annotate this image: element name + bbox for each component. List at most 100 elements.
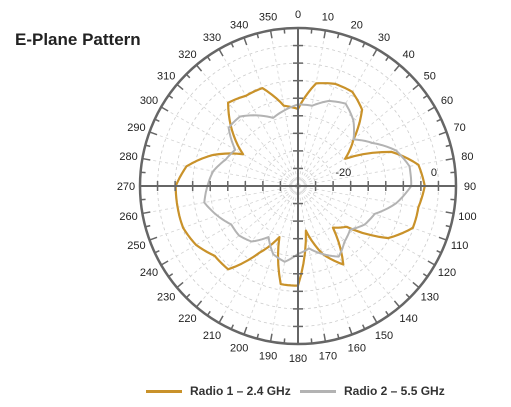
angle-label: 0: [295, 9, 301, 21]
angle-label: 150: [375, 330, 393, 342]
angle-label: 330: [203, 32, 221, 44]
grid-spoke: [297, 158, 454, 187]
ring-tick: [405, 73, 411, 79]
angle-label: 250: [127, 240, 145, 252]
grid-spoke: [149, 131, 299, 187]
angle-label: 130: [421, 292, 439, 304]
angle-label: 30: [378, 32, 390, 44]
grid-spoke: [160, 106, 299, 187]
ring-tick: [160, 106, 169, 112]
angle-label: 320: [178, 49, 196, 61]
legend-label: Radio 2 – 5.5 GHz: [344, 384, 445, 398]
ring-tick: [168, 273, 174, 278]
grid-spoke: [297, 185, 378, 324]
ring-tick: [218, 48, 224, 57]
ring-tick: [336, 333, 340, 339]
legend-label: Radio 1 – 2.4 GHz: [190, 384, 291, 398]
grid-spoke: [160, 185, 299, 266]
legend-swatch: [300, 389, 336, 393]
ring-tick: [348, 326, 353, 335]
legend-item-1: Radio 1 – 2.4 GHz: [146, 384, 291, 398]
grid-spoke: [297, 106, 436, 187]
ring-tick: [142, 157, 151, 161]
ring-tick: [230, 42, 235, 48]
ring-tick: [256, 33, 260, 39]
angle-label: 300: [140, 95, 158, 107]
angle-label: 40: [402, 49, 414, 61]
grid-spoke: [297, 185, 436, 266]
angle-label: 190: [259, 350, 277, 362]
ring-tick: [185, 293, 191, 299]
ring-tick: [393, 300, 401, 308]
grid-spoke: [142, 158, 299, 187]
angle-label: 350: [259, 12, 277, 24]
ring-tick: [323, 333, 327, 342]
grid-spoke: [270, 185, 299, 342]
grid-spoke: [297, 37, 353, 187]
angle-label: 70: [453, 122, 465, 134]
polar-axes: [138, 26, 458, 346]
ring-tick: [412, 83, 420, 91]
grid-spoke: [297, 30, 326, 187]
angle-label: 220: [178, 313, 196, 325]
angle-label: 260: [119, 211, 137, 223]
grid-spoke: [218, 48, 299, 187]
ring-tick: [206, 56, 211, 62]
angle-label: 200: [230, 343, 248, 355]
angle-label: 60: [441, 95, 453, 107]
ring-tick: [142, 211, 151, 215]
ring-tick: [154, 249, 160, 254]
ring-tick: [269, 30, 273, 39]
ring-tick: [230, 324, 235, 330]
ring-tick: [445, 211, 454, 215]
ring-tick: [176, 83, 184, 91]
ring-tick: [195, 300, 203, 308]
grid-spoke: [297, 185, 420, 288]
ring-tick: [393, 64, 401, 72]
ring-tick: [154, 118, 160, 123]
radial-label: -20: [335, 167, 351, 179]
grid-spoke: [297, 185, 454, 214]
ring-tick: [176, 281, 184, 289]
ring-tick: [218, 315, 224, 324]
ring-tick: [348, 37, 353, 46]
grid-spoke: [270, 30, 299, 187]
angle-label: 10: [322, 12, 334, 24]
angle-label: 110: [451, 240, 469, 252]
angle-label: 50: [424, 70, 436, 82]
ring-tick: [372, 315, 378, 324]
ring-tick: [361, 324, 366, 330]
angle-label: 270: [117, 181, 135, 193]
ring-tick: [445, 144, 451, 148]
ring-tick: [195, 64, 203, 72]
grid-spoke: [243, 37, 299, 187]
grid-spoke: [297, 185, 447, 241]
angle-label: 100: [458, 211, 476, 223]
ring-tick: [145, 144, 151, 148]
grid-spoke: [297, 185, 400, 308]
angle-label: 230: [157, 292, 175, 304]
angle-label: 170: [319, 350, 337, 362]
angle-labels: 0 10 20 30 40 50 60 70 80 90 100 110 120 130 140 150 160…: [117, 9, 477, 365]
grid-spoke: [142, 185, 299, 214]
ring-tick: [385, 310, 390, 316]
ring-tick: [243, 37, 248, 46]
ring-tick: [405, 293, 411, 299]
angle-label: 160: [348, 343, 366, 355]
angle-label: 90: [464, 181, 476, 193]
legend-item-2: Radio 2 – 5.5 GHz: [300, 384, 445, 398]
legend: Radio 1 – 2.4 GHz Radio 2 – 5.5 GHz: [0, 384, 511, 404]
ring-tick: [412, 281, 420, 289]
ring-tick: [436, 249, 442, 254]
grid-spoke: [297, 185, 353, 335]
angle-label: 120: [438, 267, 456, 279]
ring-tick: [185, 73, 191, 79]
ring-tick: [372, 48, 378, 57]
ring-tick: [323, 30, 327, 39]
ring-tick: [269, 333, 273, 342]
grid-spoke: [297, 48, 378, 187]
ring-tick: [438, 131, 447, 136]
grid-spoke: [149, 185, 299, 241]
ring-tick: [436, 118, 442, 123]
ring-tick: [427, 106, 436, 112]
